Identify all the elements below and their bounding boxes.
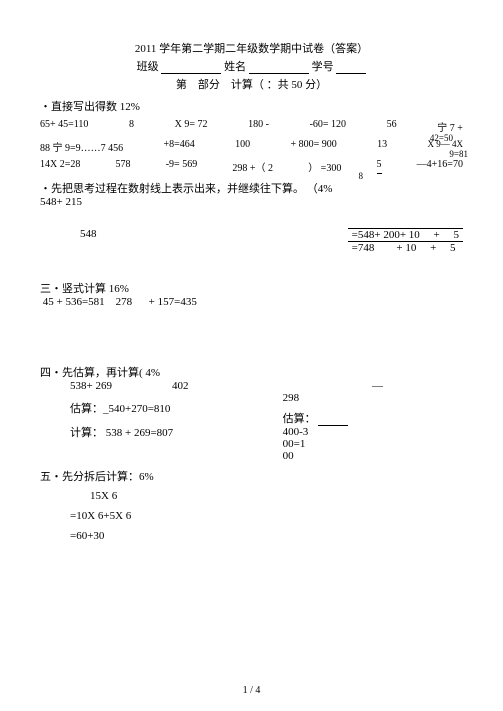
- q1-r1-b: 8: [129, 119, 134, 134]
- name-label: 姓名: [224, 61, 246, 73]
- q2-left: 548: [40, 228, 160, 254]
- number-label: 学号: [312, 61, 334, 73]
- q1-r2-b: +8=464: [164, 139, 195, 154]
- name-blank: [249, 62, 309, 74]
- q4-l1b: 402: [172, 380, 189, 392]
- part-total: ：共 50 分）: [267, 79, 328, 91]
- q3: 三・竖式计算 16% 45 + 536=581 278 + 157=435: [40, 280, 463, 308]
- q1-r2-c: 100: [235, 139, 250, 154]
- q4-l2: 298: [273, 392, 463, 404]
- q1: ・直接写出得数 12% 65+ 45=110 8 X 9= 72 180 - -…: [40, 98, 463, 174]
- q1-r3-d: 298 +（ 2: [232, 159, 273, 174]
- q2-expr: 548+ 215: [40, 196, 463, 208]
- q4-title: 四・先估算，再计算( 4%: [40, 364, 463, 380]
- q4-calc2b: 00=1: [273, 438, 463, 450]
- q5: 五・先分拆后计算：6% 15X 6 =10X 6+5X 6 =60+30: [40, 468, 463, 542]
- q4-l1c: —: [273, 380, 463, 392]
- q1-r2-g: 9=81: [449, 149, 468, 159]
- q1-r3-b: 578: [116, 159, 131, 174]
- q5-l1: 15X 6: [40, 490, 463, 502]
- q1-r3-a: 14X 2=28: [40, 159, 80, 174]
- exam-title: 2011 学年第二学期二年级数学期中试卷（答案）: [40, 40, 463, 56]
- q1-r1-f: 56: [387, 119, 397, 134]
- q2-calc-l1: =548+ 200+ 10 + 5: [348, 229, 463, 242]
- q5-l2: =10X 6+5X 6: [40, 510, 463, 522]
- q4-calc1: 计算： 538 + 269=807: [70, 424, 273, 440]
- part-calc: 计算（: [231, 79, 264, 91]
- q4-est2-label: 估算：: [283, 413, 316, 425]
- part-line: 第 部分 计算（ ：共 50 分）: [40, 76, 463, 92]
- q2: ・先把思考过程在数射线上表示出来，并继续往下算。 （4% 548+ 215 54…: [40, 180, 463, 254]
- class-blank: [161, 62, 221, 74]
- q1-r2-e: 13: [377, 139, 387, 154]
- q3-title: 三・竖式计算 16%: [40, 280, 463, 296]
- q4-calc2c: 00: [273, 450, 463, 462]
- q1-r3-g: —4+16=70: [417, 159, 463, 174]
- part-prefix: 第: [176, 79, 187, 91]
- q1-r3-c: -9= 569: [166, 159, 197, 174]
- q5-title: 五・先分拆后计算：6%: [40, 468, 463, 484]
- number-blank: [336, 62, 366, 74]
- q4-est2-blank: [318, 414, 348, 426]
- q1-r1-g: 宁 7 +: [437, 119, 463, 134]
- q1-title: ・直接写出得数 12%: [40, 98, 463, 114]
- q2-calc-l2: =748 + 10 + 5: [348, 242, 463, 254]
- q1-r3-e: ） =300: [308, 159, 341, 174]
- q4: 四・先估算，再计算( 4% 538+ 269 402 估算：_540+270=8…: [40, 364, 463, 462]
- q1-r3-f: 5: [377, 159, 382, 174]
- q1-r1-c: X 9= 72: [175, 119, 208, 134]
- q3-line: 45 + 536=581 278 + 157=435: [40, 296, 463, 308]
- q1-r1-a: 65+ 45=110: [40, 119, 88, 134]
- q1-row3: 14X 2=28 578 -9= 569 298 +（ 2 ） =300 5 —…: [40, 159, 463, 174]
- class-label: 班级: [137, 61, 159, 73]
- q4-l1a: 538+ 269: [70, 380, 112, 392]
- q2-title: ・先把思考过程在数射线上表示出来，并继续往下算。 （4%: [40, 180, 463, 196]
- q1-r1-e: -60= 120: [310, 119, 346, 134]
- q1-r3-sub: 8: [359, 171, 364, 181]
- page-number: 1 / 4: [0, 685, 503, 696]
- q4-calc2a: 400-3: [273, 426, 463, 438]
- q5-l3: =60+30: [40, 530, 463, 542]
- q1-row2: 88 宁 9=9……7 456 +8=464 100 + 800= 900 13…: [40, 139, 463, 154]
- q1-r2-d: + 800= 900: [291, 139, 337, 154]
- header-fields: 班级 姓名 学号: [40, 58, 463, 74]
- q1-row1: 65+ 45=110 8 X 9= 72 180 - -60= 120 56 宁…: [40, 119, 463, 134]
- q1-r1-d: 180 -: [248, 119, 269, 134]
- q4-est1: 估算：_540+270=810: [70, 400, 273, 416]
- q1-r2-a: 88 宁 9=9……7 456: [40, 139, 123, 154]
- part-mid: 部分: [198, 79, 220, 91]
- q1-r2-f: X 9— 4X: [428, 139, 464, 149]
